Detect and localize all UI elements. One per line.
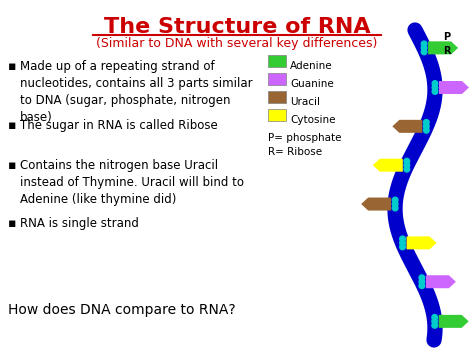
Circle shape — [392, 197, 398, 203]
FancyBboxPatch shape — [268, 109, 286, 121]
Text: ▪: ▪ — [8, 60, 17, 73]
Text: The Structure of RNA: The Structure of RNA — [104, 17, 370, 37]
Circle shape — [404, 158, 410, 164]
Circle shape — [432, 318, 438, 324]
Circle shape — [400, 236, 405, 242]
Circle shape — [421, 45, 427, 51]
FancyArrow shape — [439, 81, 469, 94]
Text: Contains the nitrogen base Uracil
instead of Thymine. Uracil will bind to
Adenin: Contains the nitrogen base Uracil instea… — [20, 159, 244, 206]
Circle shape — [392, 205, 398, 211]
Text: (Similar to DNA with several key differences): (Similar to DNA with several key differe… — [96, 37, 378, 50]
Circle shape — [421, 49, 427, 55]
Text: ▪: ▪ — [8, 159, 17, 172]
FancyArrow shape — [426, 275, 456, 288]
FancyArrow shape — [407, 236, 437, 249]
FancyArrow shape — [428, 42, 458, 54]
Circle shape — [432, 323, 438, 328]
FancyArrow shape — [438, 315, 469, 328]
Circle shape — [421, 41, 427, 47]
Circle shape — [400, 244, 405, 250]
FancyArrow shape — [361, 197, 391, 211]
Circle shape — [432, 315, 438, 320]
Text: Cytosine: Cytosine — [290, 115, 336, 125]
Circle shape — [419, 279, 425, 284]
Text: ▪: ▪ — [8, 119, 17, 132]
Text: P: P — [443, 32, 450, 42]
Text: Made up of a repeating strand of
nucleotides, contains all 3 parts similar
to DN: Made up of a repeating strand of nucleot… — [20, 60, 253, 124]
Text: How does DNA compare to RNA?: How does DNA compare to RNA? — [8, 303, 236, 317]
Circle shape — [424, 127, 429, 133]
Text: Uracil: Uracil — [290, 97, 320, 107]
Text: P= phosphate: P= phosphate — [268, 133, 341, 143]
FancyBboxPatch shape — [268, 91, 286, 103]
FancyArrow shape — [373, 159, 403, 172]
Text: R= Ribose: R= Ribose — [268, 147, 322, 157]
FancyArrow shape — [392, 120, 422, 133]
Circle shape — [432, 89, 438, 94]
Circle shape — [404, 166, 410, 172]
Text: R: R — [443, 46, 450, 56]
Text: Adenine: Adenine — [290, 61, 333, 71]
Circle shape — [404, 162, 410, 168]
Circle shape — [419, 275, 425, 280]
Text: ▪: ▪ — [8, 217, 17, 230]
FancyBboxPatch shape — [268, 73, 286, 85]
Circle shape — [432, 85, 438, 90]
Circle shape — [432, 81, 438, 86]
Text: Guanine: Guanine — [290, 79, 334, 89]
Text: RNA is single strand: RNA is single strand — [20, 217, 139, 230]
Circle shape — [419, 283, 425, 289]
Circle shape — [400, 240, 405, 246]
Text: The sugar in RNA is called Ribose: The sugar in RNA is called Ribose — [20, 119, 218, 132]
Circle shape — [424, 124, 429, 129]
Circle shape — [424, 120, 429, 125]
FancyBboxPatch shape — [268, 55, 286, 67]
Circle shape — [392, 201, 398, 207]
